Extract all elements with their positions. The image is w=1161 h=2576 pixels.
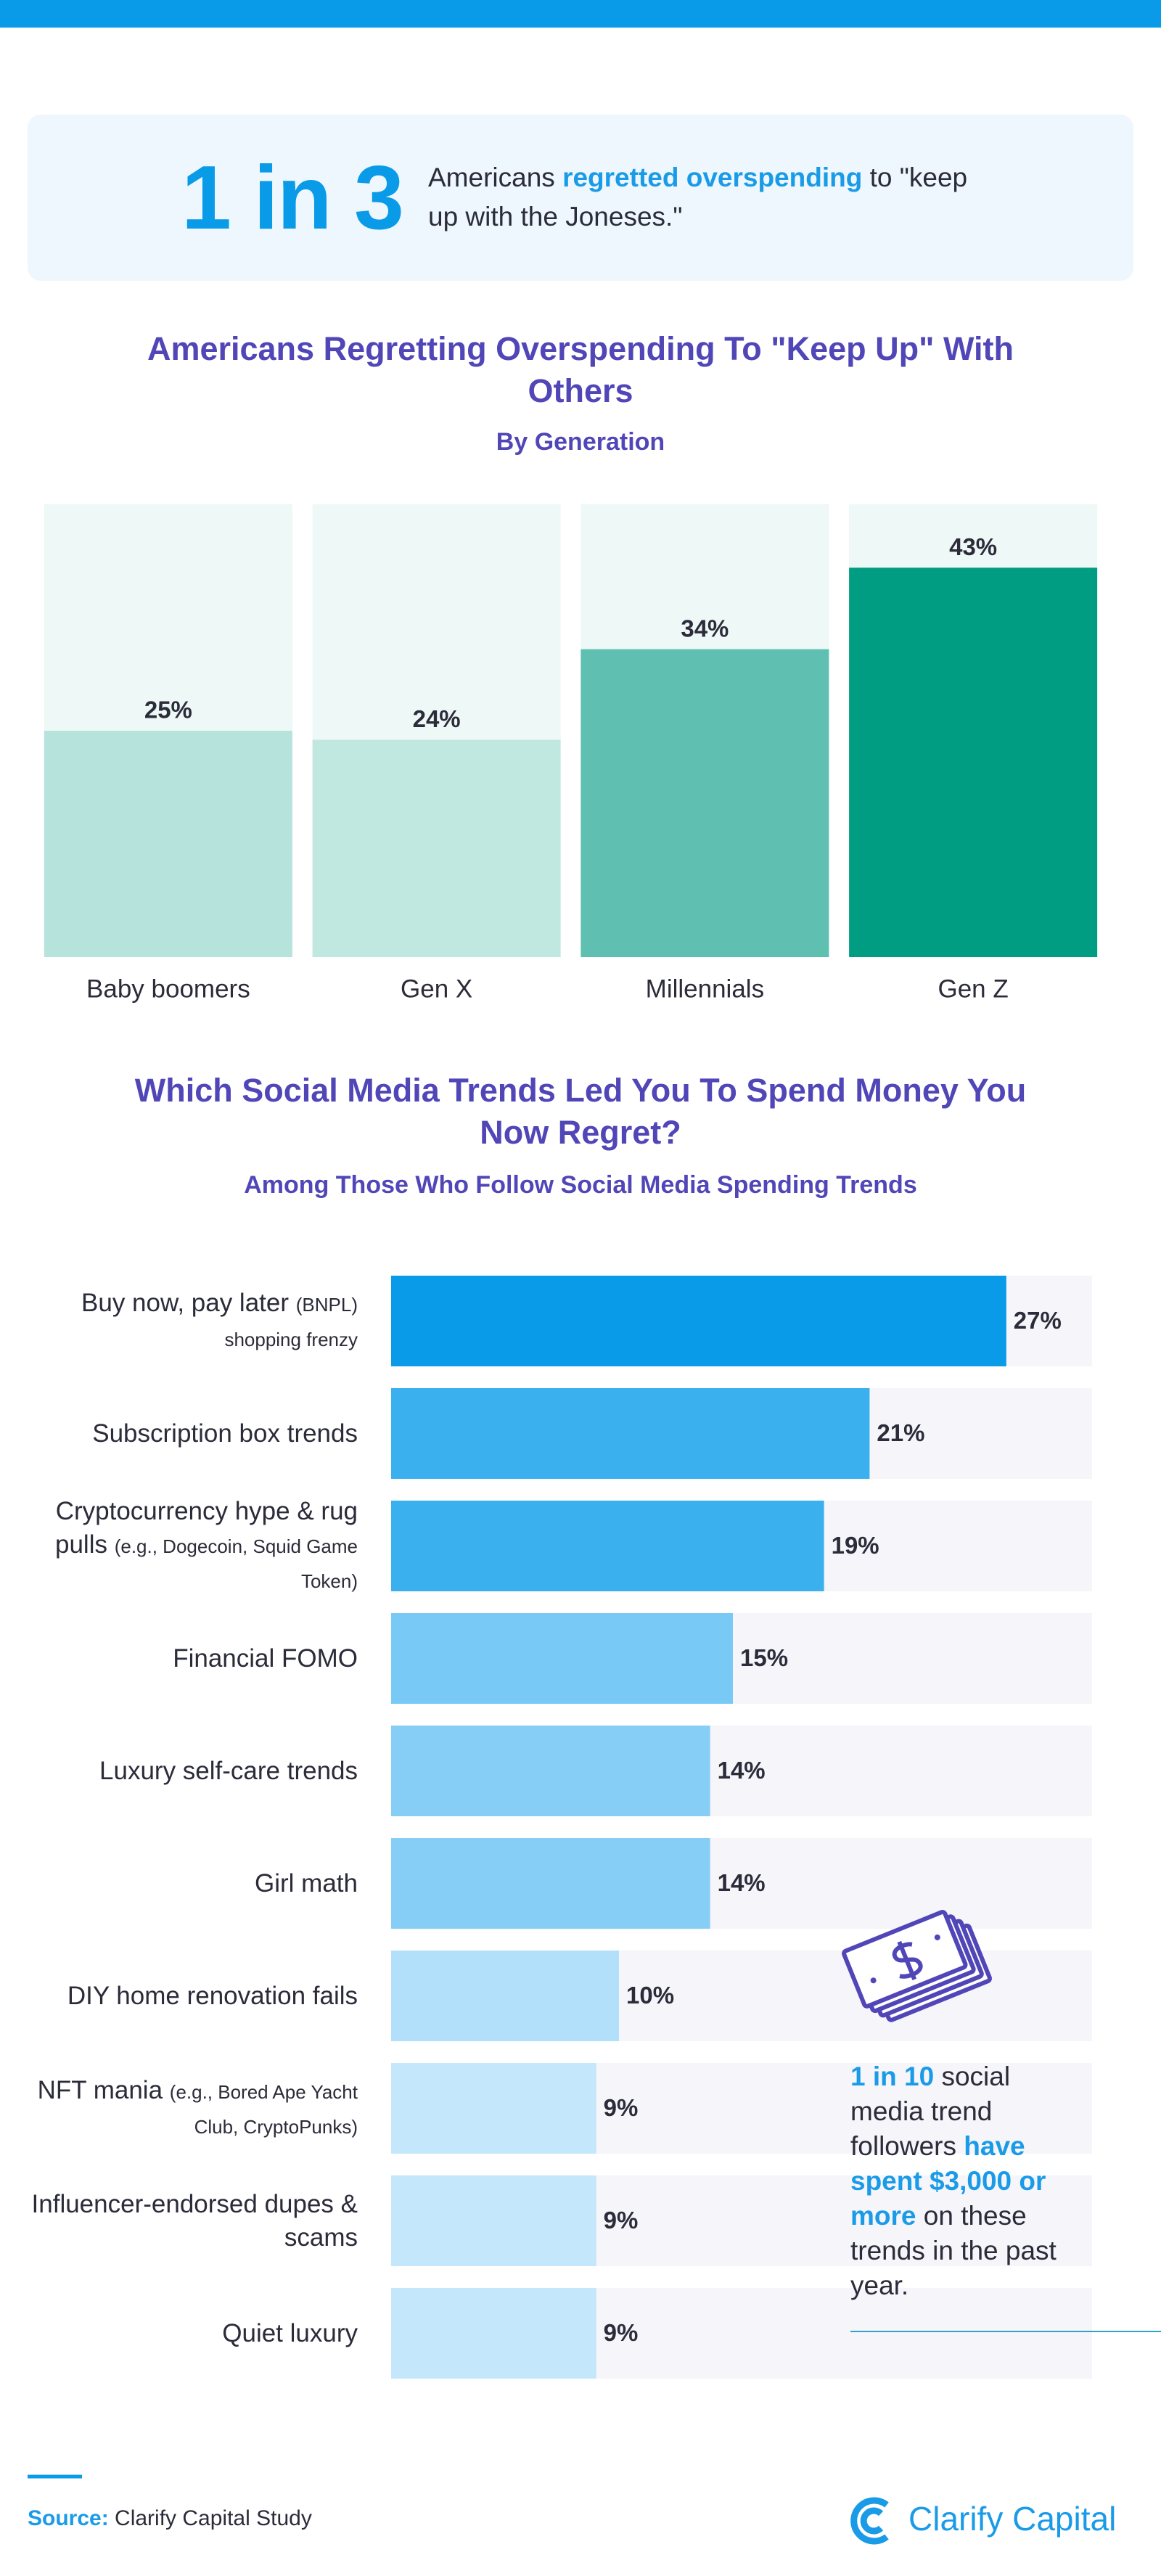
bar <box>391 2175 596 2266</box>
value-label: 24% <box>413 705 461 732</box>
value-label: 21% <box>877 1419 924 1446</box>
value-label: 15% <box>740 1644 788 1671</box>
bar <box>391 1276 1006 1366</box>
bar <box>391 2288 596 2379</box>
y-tick-label: Girl math <box>255 1869 358 1898</box>
x-tick-label: Baby boomers <box>86 975 250 1003</box>
chart-title: Americans Regretting Overspending To "Ke… <box>147 330 1014 409</box>
stat-text: Americans regretted overspending to "kee… <box>428 158 980 237</box>
value-label: 14% <box>718 1757 766 1784</box>
callout-text: 1 in 10 social media trend followers hav… <box>850 2059 1090 2303</box>
value-label: 14% <box>718 1869 766 1896</box>
callout-part: 1 in 10 <box>850 2062 935 2091</box>
value-label: 9% <box>604 2094 639 2121</box>
bar <box>849 567 1098 957</box>
value-label: 25% <box>144 697 192 723</box>
value-label: 9% <box>604 2207 639 2234</box>
value-label: 10% <box>626 1982 674 2009</box>
y-tick-label: Luxury self-care trends <box>99 1756 358 1785</box>
y-tick-label: Cryptocurrency hype & rug pulls (e.g., D… <box>54 1496 358 1592</box>
bar <box>391 1951 619 2041</box>
value-label: 9% <box>604 2319 639 2346</box>
bar <box>580 649 829 957</box>
bar <box>391 1613 733 1704</box>
logo-text: Clarify Capital <box>908 2500 1117 2538</box>
source: Source: Clarify Capital Study <box>28 2506 312 2531</box>
x-tick-label: Millennials <box>646 975 764 1003</box>
source-text: Clarify Capital Study <box>115 2506 312 2530</box>
logo-icon <box>850 2497 889 2545</box>
y-tick-label: Quiet luxury <box>222 2318 358 2347</box>
bar <box>391 1388 870 1479</box>
stat-text-part: regretted overspending <box>562 163 863 192</box>
bar <box>391 1838 710 1929</box>
callout-part: on these trends in the past year. <box>850 2201 1057 2300</box>
y-tick-label: Buy now, pay later (BNPL) shopping frenz… <box>81 1288 358 1350</box>
bar <box>312 739 561 957</box>
y-tick-label: NFT mania (e.g., Bored Ape Yacht Club, C… <box>37 2075 358 2138</box>
bar <box>391 2063 596 2154</box>
bar <box>44 731 292 957</box>
chart-subtitle: Among Those Who Follow Social Media Spen… <box>244 1171 917 1199</box>
value-label: 34% <box>681 615 729 641</box>
stat-box <box>28 115 1133 281</box>
stat-text-part: to "keep up with the Joneses." <box>428 163 968 231</box>
money-icon <box>842 1910 992 2022</box>
y-tick-label: Financial FOMO <box>173 1644 358 1673</box>
stat-text-part: Americans <box>428 163 555 192</box>
source-label: Source: <box>28 2506 109 2530</box>
y-tick-label: Influencer-endorsed dupes & scams <box>31 2189 358 2252</box>
chart-title: Which Social Media Trends Led You To Spe… <box>134 1072 1027 1151</box>
chart-subtitle: By Generation <box>496 428 665 456</box>
y-tick-label: Subscription box trends <box>92 1419 358 1448</box>
x-tick-label: Gen Z <box>938 975 1008 1003</box>
value-label: 43% <box>949 533 997 560</box>
y-tick-label: DIY home renovation fails <box>67 1981 358 2010</box>
bar <box>391 1726 710 1816</box>
x-tick-label: Gen X <box>401 975 472 1003</box>
stat-number: 1 in 3 <box>181 147 404 248</box>
callout-part: have spent $3,000 or more <box>850 2131 1046 2231</box>
bar <box>391 1501 824 1591</box>
top-bar <box>0 0 1161 28</box>
callout-part: social media trend followers <box>850 2062 1011 2161</box>
value-label: 19% <box>832 1532 879 1559</box>
value-label: 27% <box>1014 1307 1062 1334</box>
